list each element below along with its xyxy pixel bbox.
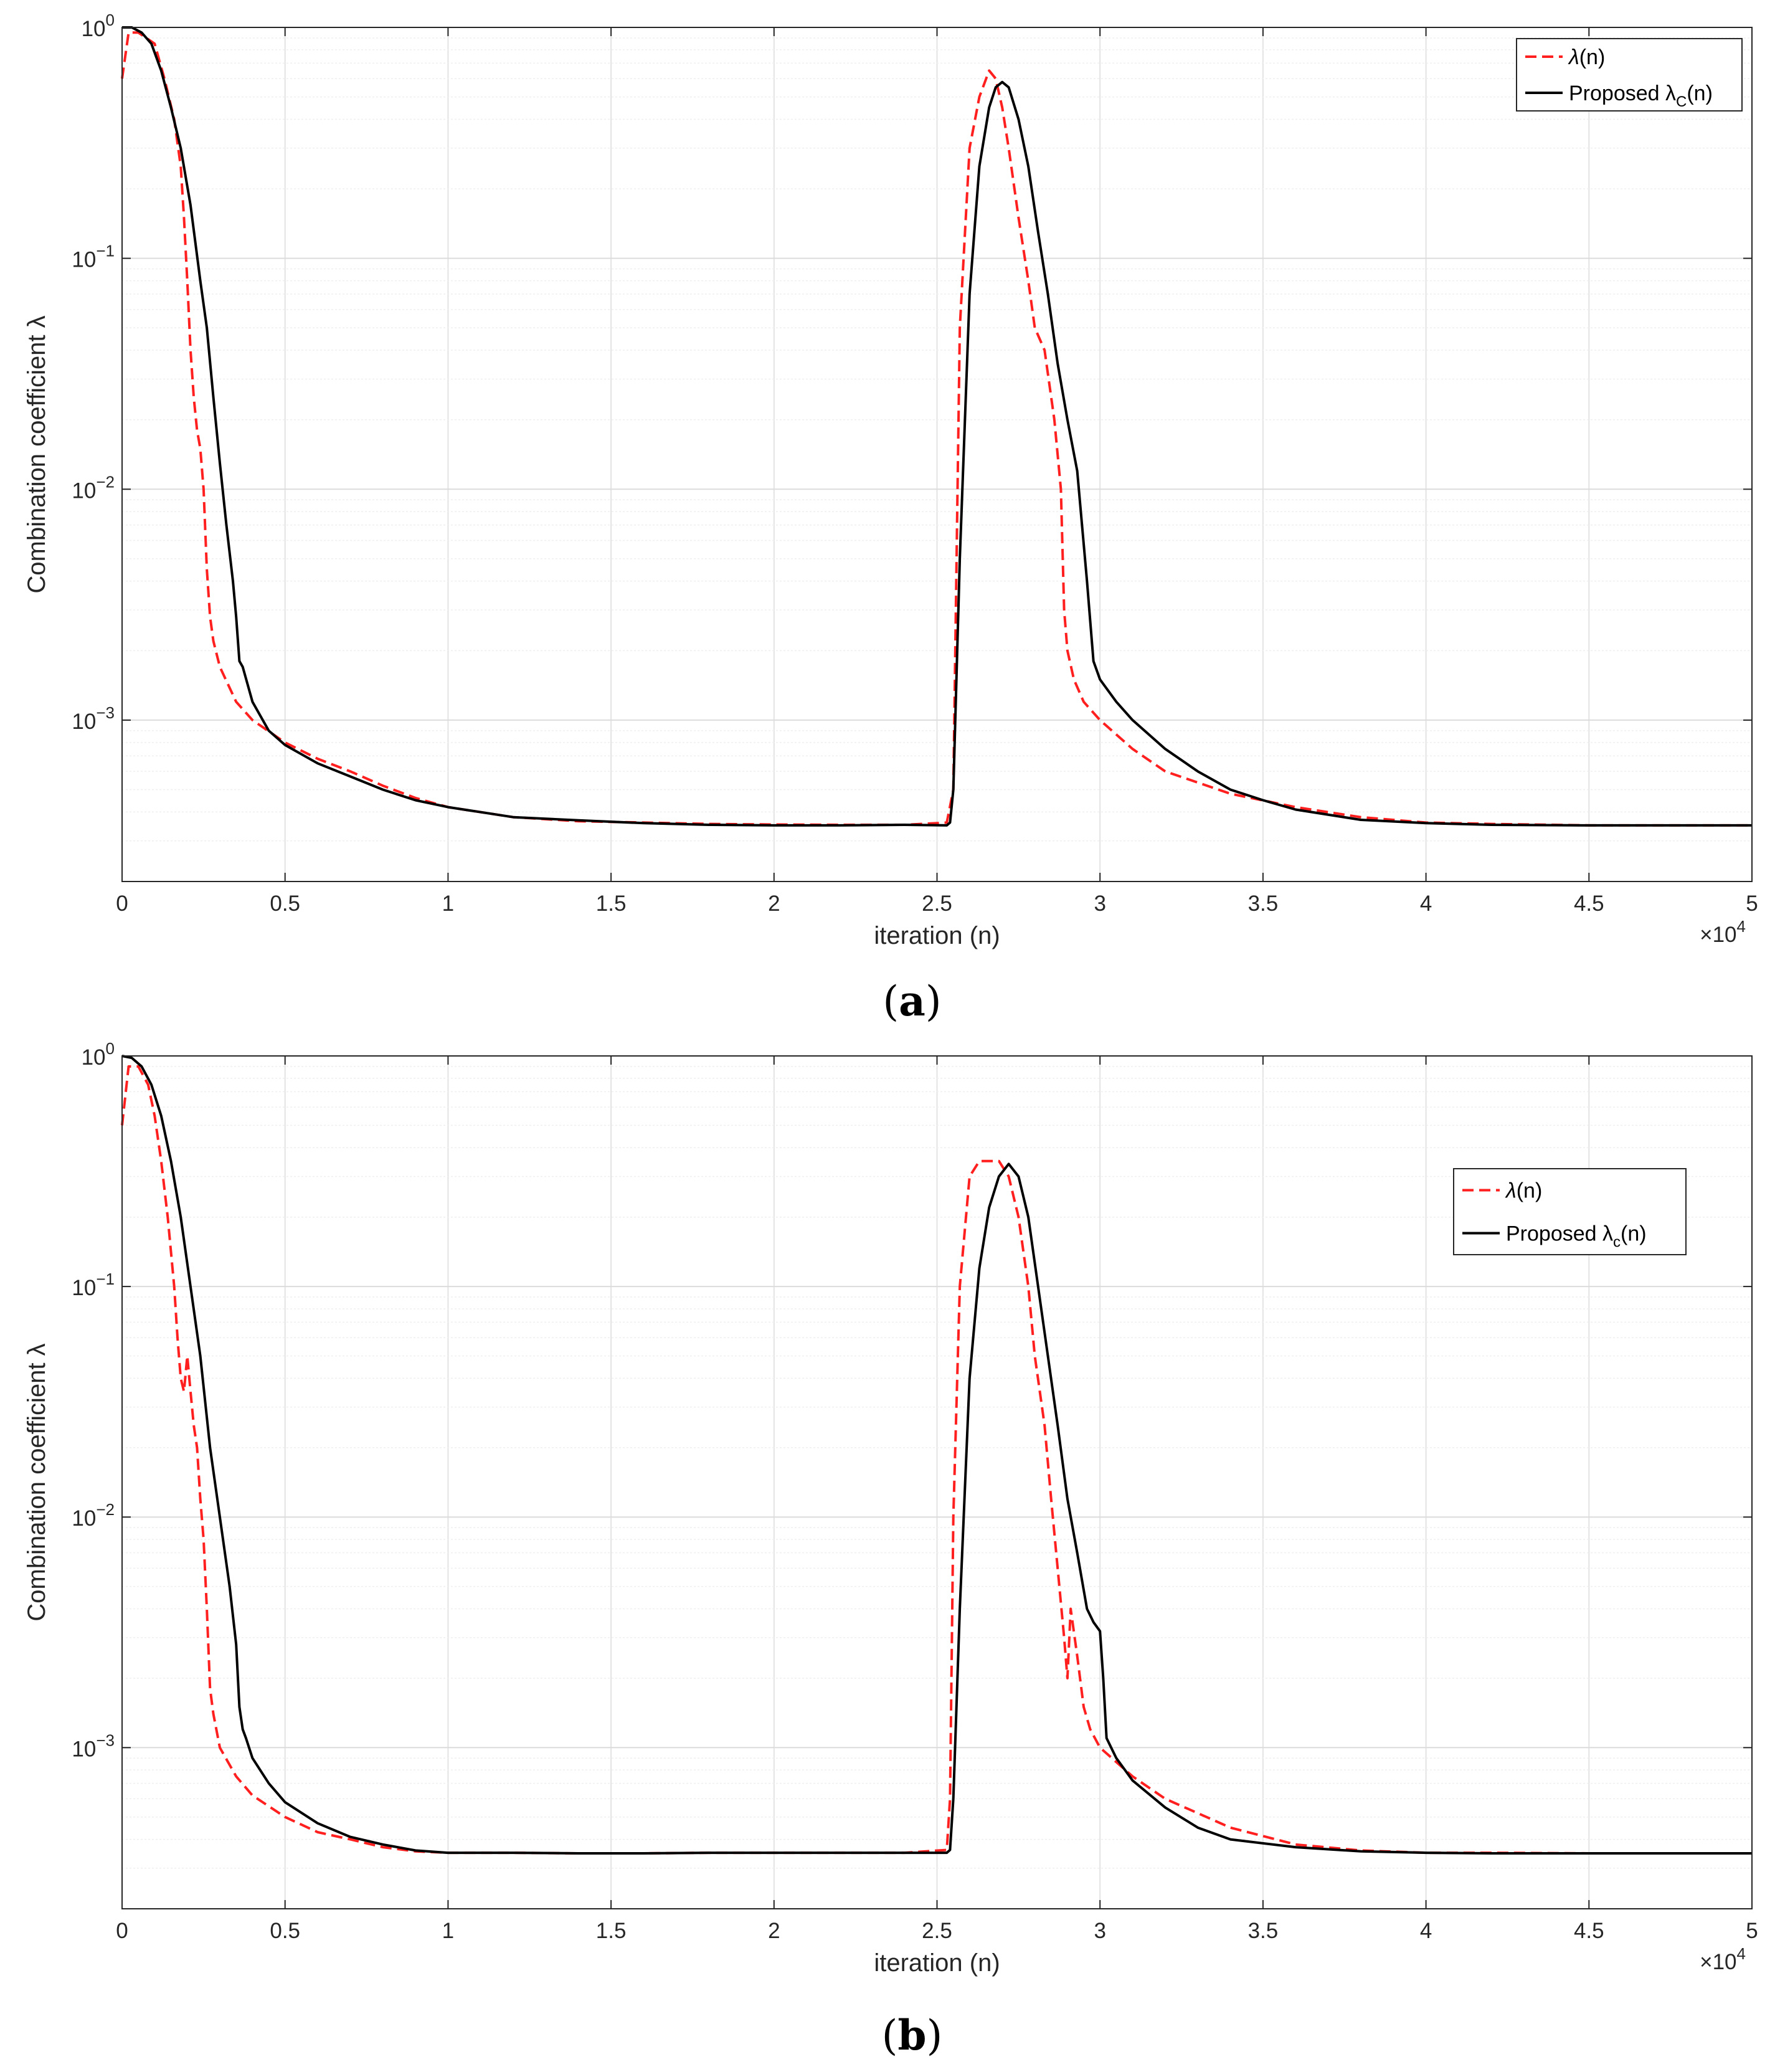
panel-label: (b): [882, 2011, 943, 2060]
y-tick-label: 10−2: [72, 1500, 115, 1531]
y-tick-base: 10: [72, 1276, 96, 1300]
x-ticks: 0 0.5 1 1.5 2 2.5 3 3.5 4 4.5 5: [116, 27, 1758, 916]
y-tick-label: 10−3: [72, 1731, 115, 1761]
x-tick-label: 0: [116, 1919, 128, 1943]
y-tick-exponent: −2: [96, 472, 115, 491]
y-tick-exponent: −1: [96, 242, 115, 260]
x-tick-label: 3.5: [1248, 891, 1279, 916]
legend-symbol: λ: [1568, 45, 1579, 69]
x-tick-label: 3: [1094, 891, 1105, 916]
x-axis-label: iteration (n): [874, 1949, 1000, 1977]
x-tick-label: 4: [1420, 891, 1432, 916]
x-tick-label: 2: [768, 891, 780, 916]
y-tick-base: 10: [72, 1737, 96, 1761]
x-axis-label: iteration (n): [874, 922, 1000, 949]
series-group: [121, 26, 1752, 827]
y-axis-label: Combination coefficient λ: [23, 1343, 50, 1621]
x-tick-label: 0: [116, 891, 128, 916]
y-tick-base: 10: [72, 248, 96, 272]
legend-subscript: C: [1676, 93, 1687, 110]
panel-label-open: (: [882, 2012, 898, 2060]
y-axis-label: Combination coefficient λ: [23, 315, 50, 593]
y-tick-base: 10: [82, 1045, 106, 1070]
y-tick-exponent: −2: [96, 1500, 115, 1519]
legend-suffix: (n): [1621, 1222, 1647, 1246]
x-tick-label: 0.5: [270, 1919, 300, 1943]
legend-symbol: λ: [1505, 1179, 1517, 1203]
legend-box: [1516, 38, 1743, 112]
y-tick-label: 10−2: [72, 472, 115, 503]
panel-label-close: ): [925, 977, 942, 1025]
chart-panel-b: 0 0.5 1 1.5 2 2.5 3 3.5 4 4.5 5×10410010−110−210−3…: [23, 1039, 1758, 2060]
x-tick-label: 2: [768, 1919, 780, 1943]
grid: [122, 1055, 1752, 1909]
series-line-proposed: [121, 1055, 1752, 1855]
y-tick-label: 100: [82, 1039, 115, 1070]
x-tick-label: 1.5: [596, 1919, 627, 1943]
y-tick-exponent: −3: [96, 703, 115, 722]
y-tick-base: 10: [72, 710, 96, 734]
x-tick-label: 3.5: [1248, 1919, 1279, 1943]
legend-box: [1453, 1168, 1687, 1255]
x-multiplier: ×104: [1700, 917, 1746, 947]
y-tick-base: 10: [72, 478, 96, 503]
panel-label-open: (: [883, 977, 899, 1025]
legend-subscript: c: [1613, 1234, 1621, 1251]
x-tick-label: 2.5: [922, 1919, 952, 1943]
x-tick-label: 2.5: [922, 891, 952, 916]
legend-label: λ(n): [1505, 1179, 1542, 1203]
legend-text: Proposed λ: [1569, 82, 1676, 105]
x-tick-label: 5: [1746, 891, 1758, 916]
y-tick-label: 100: [82, 11, 115, 41]
x-tick-label: 3: [1094, 1919, 1105, 1943]
x-tick-label: 4.5: [1574, 891, 1604, 916]
x-multiplier-exponent: 4: [1737, 1944, 1746, 1963]
y-tick-label: 10−3: [72, 703, 115, 734]
y-tick-label: 10−1: [72, 242, 115, 272]
y-tick-exponent: −3: [96, 1731, 115, 1749]
x-tick-label: 0.5: [270, 891, 300, 916]
legend-label: λ(n): [1568, 45, 1605, 69]
x-tick-label: 4.5: [1574, 1919, 1604, 1943]
x-multiplier-base: ×10: [1700, 1950, 1736, 1974]
x-ticks: 0 0.5 1 1.5 2 2.5 3 3.5 4 4.5 5: [116, 1056, 1758, 1943]
panel-label-letter: b: [897, 2011, 926, 2060]
y-tick-exponent: 0: [106, 1039, 115, 1058]
x-tick-label: 1: [442, 891, 454, 916]
legend-suffix: (n): [1687, 82, 1713, 105]
x-multiplier-exponent: 4: [1737, 917, 1746, 936]
y-tick-exponent: −1: [96, 1270, 115, 1288]
x-multiplier-base: ×10: [1700, 923, 1736, 947]
panel-label: (a): [883, 977, 941, 1025]
y-tick-exponent: 0: [106, 11, 115, 29]
panel-label-close: ): [927, 2012, 943, 2060]
legend: λ(n)Proposed λc(n): [1453, 1168, 1687, 1255]
legend: λ(n)Proposed λC(n): [1516, 38, 1743, 112]
series-line-lambda: [121, 31, 1752, 827]
legend-text: Proposed λ: [1506, 1222, 1613, 1246]
x-tick-label: 1.5: [596, 891, 627, 916]
y-tick-base: 10: [82, 17, 106, 41]
panel-label-letter: a: [899, 977, 925, 1025]
legend-text: (n): [1517, 1179, 1543, 1203]
x-tick-label: 4: [1420, 1919, 1432, 1943]
legend-text: (n): [1579, 45, 1606, 69]
legend-label: Proposed λC(n): [1569, 82, 1713, 110]
series-line-proposed: [122, 26, 1752, 827]
legend-label: Proposed λc(n): [1506, 1222, 1647, 1251]
x-tick-label: 1: [442, 1919, 454, 1943]
x-tick-label: 5: [1746, 1919, 1758, 1943]
series-group: [121, 1055, 1752, 1855]
x-multiplier: ×104: [1700, 1944, 1746, 1974]
y-tick-label: 10−1: [72, 1270, 115, 1300]
y-tick-base: 10: [72, 1506, 96, 1531]
chart-panel-a: 0 0.5 1 1.5 2 2.5 3 3.5 4 4.5 5×10410010−110−210−3…: [23, 11, 1758, 1025]
